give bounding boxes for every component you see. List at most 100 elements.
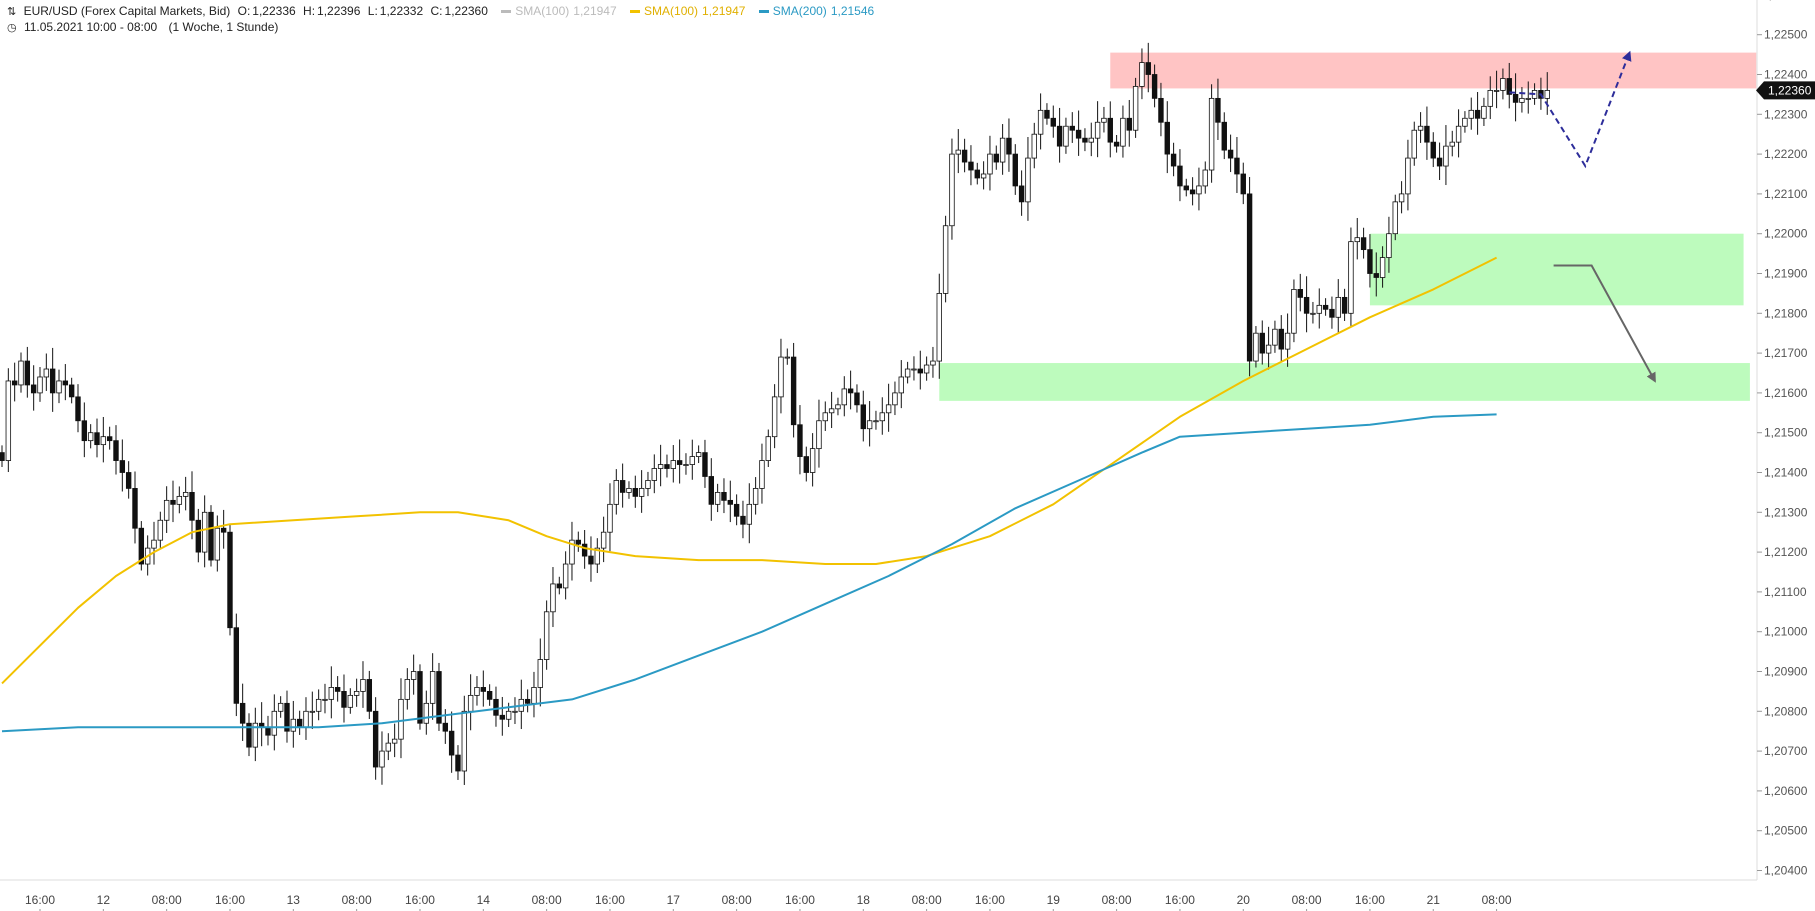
candle-down: [11, 380, 18, 386]
candle-down: [1436, 157, 1443, 167]
resistance-zone-0: [1110, 52, 1757, 89]
candle-down: [740, 515, 746, 525]
candle-down: [417, 671, 423, 724]
instrument-name[interactable]: EUR/USD (Forex Capital Markets, Bid): [23, 4, 231, 18]
sma-blue-label[interactable]: SMA(200): [772, 4, 827, 18]
x-tick-label: 16:00: [975, 893, 1005, 907]
x-tick-label: 08:00: [722, 893, 752, 907]
sma-yellow-label[interactable]: SMA(100): [644, 4, 699, 18]
x-tick-label: 16:00: [215, 893, 245, 907]
candle-down: [246, 722, 252, 748]
candle-up: [1468, 109, 1474, 119]
candle-up: [360, 679, 366, 692]
candle-down: [556, 583, 563, 589]
candle-up: [1272, 328, 1278, 346]
candle-down: [442, 722, 449, 732]
sma-gray-label[interactable]: SMA(100): [515, 4, 570, 18]
y-tick-label: 1,21700: [1764, 346, 1808, 360]
candle-up: [828, 408, 835, 414]
close-value: 1,22360: [444, 4, 488, 18]
candle-down: [239, 702, 246, 724]
x-tick-label: 18: [857, 893, 871, 907]
candle-up: [651, 468, 657, 481]
candle-down: [676, 460, 683, 465]
candle-up: [176, 495, 183, 505]
candle-up: [613, 480, 620, 505]
support-zone-2: [939, 363, 1750, 401]
candle-down: [917, 368, 923, 374]
candle-up: [43, 368, 50, 378]
candle-down: [62, 380, 69, 386]
y-tick-label: 1,21400: [1764, 466, 1808, 480]
candle-down: [189, 491, 195, 521]
candle-up: [670, 460, 676, 469]
candle-up: [303, 710, 309, 728]
candle-up: [1265, 344, 1272, 354]
candle-down: [1227, 149, 1234, 159]
candle-up: [1291, 289, 1297, 334]
candle-up: [391, 738, 398, 744]
candle-down: [1297, 289, 1303, 298]
candle-up: [695, 452, 702, 457]
candle-up: [683, 464, 689, 466]
y-tick-label: 1,21800: [1764, 306, 1808, 320]
y-tick-label: 1,22300: [1764, 107, 1808, 121]
candle-up: [474, 687, 480, 696]
y-tick-label: 1,20900: [1764, 665, 1808, 679]
candle-up: [752, 488, 759, 505]
candle-down: [721, 491, 727, 501]
candle-up: [1386, 233, 1392, 258]
candle-down: [1360, 237, 1367, 251]
candle-up: [157, 519, 164, 541]
candle-up: [1025, 157, 1031, 203]
candle-up: [385, 742, 392, 752]
candle-down: [1113, 141, 1120, 147]
candle-down: [575, 539, 582, 545]
candle-up: [936, 292, 942, 362]
candle-down: [1221, 121, 1227, 151]
candle-up: [1525, 97, 1531, 100]
x-tick-label: 08:00: [152, 893, 182, 907]
candle-down: [1126, 117, 1132, 131]
clock-icon: ◷: [7, 22, 17, 34]
x-tick-label: 08:00: [532, 893, 562, 907]
candle-up: [347, 694, 354, 708]
y-tick-label: 1,20600: [1764, 784, 1808, 798]
x-tick-label: 12: [97, 893, 111, 907]
candle-up: [505, 710, 512, 720]
x-tick-label: 08:00: [912, 893, 942, 907]
y-tick-label: 1,21600: [1764, 386, 1808, 400]
x-tick-label: 16:00: [405, 893, 435, 907]
candle-up: [277, 702, 284, 712]
candle-down: [1069, 125, 1075, 131]
y-tick-label: 1,22000: [1764, 227, 1808, 241]
candle-down: [581, 543, 588, 557]
candle-up: [1094, 121, 1101, 139]
x-tick-label: 16:00: [1165, 893, 1195, 907]
candle-down: [1189, 189, 1196, 195]
candle-down: [68, 384, 75, 398]
sma-gray-swatch: [501, 10, 512, 14]
candle-up: [987, 153, 993, 175]
candle-up: [550, 583, 556, 613]
candle-up: [1443, 145, 1449, 167]
sma-100-line: [1, 256, 1498, 685]
candle-up: [1500, 78, 1506, 91]
candle-down: [284, 702, 290, 732]
y-tick-label: 1,21300: [1764, 505, 1808, 519]
candle-down: [1151, 74, 1158, 99]
candle-down: [1322, 304, 1329, 310]
projection-layer: [1509, 50, 1656, 383]
candle-up: [746, 503, 752, 525]
sma-layer: [1, 256, 1498, 733]
candle-down: [1215, 97, 1221, 123]
candle-up: [1284, 332, 1291, 350]
chart-type-icon[interactable]: ⇅: [7, 6, 17, 18]
candle-up: [214, 527, 221, 561]
candle-up: [923, 364, 930, 374]
x-tick-label: 08:00: [1292, 893, 1322, 907]
candle-up: [841, 388, 847, 406]
candle-down: [208, 511, 214, 561]
candle-up: [429, 671, 436, 704]
